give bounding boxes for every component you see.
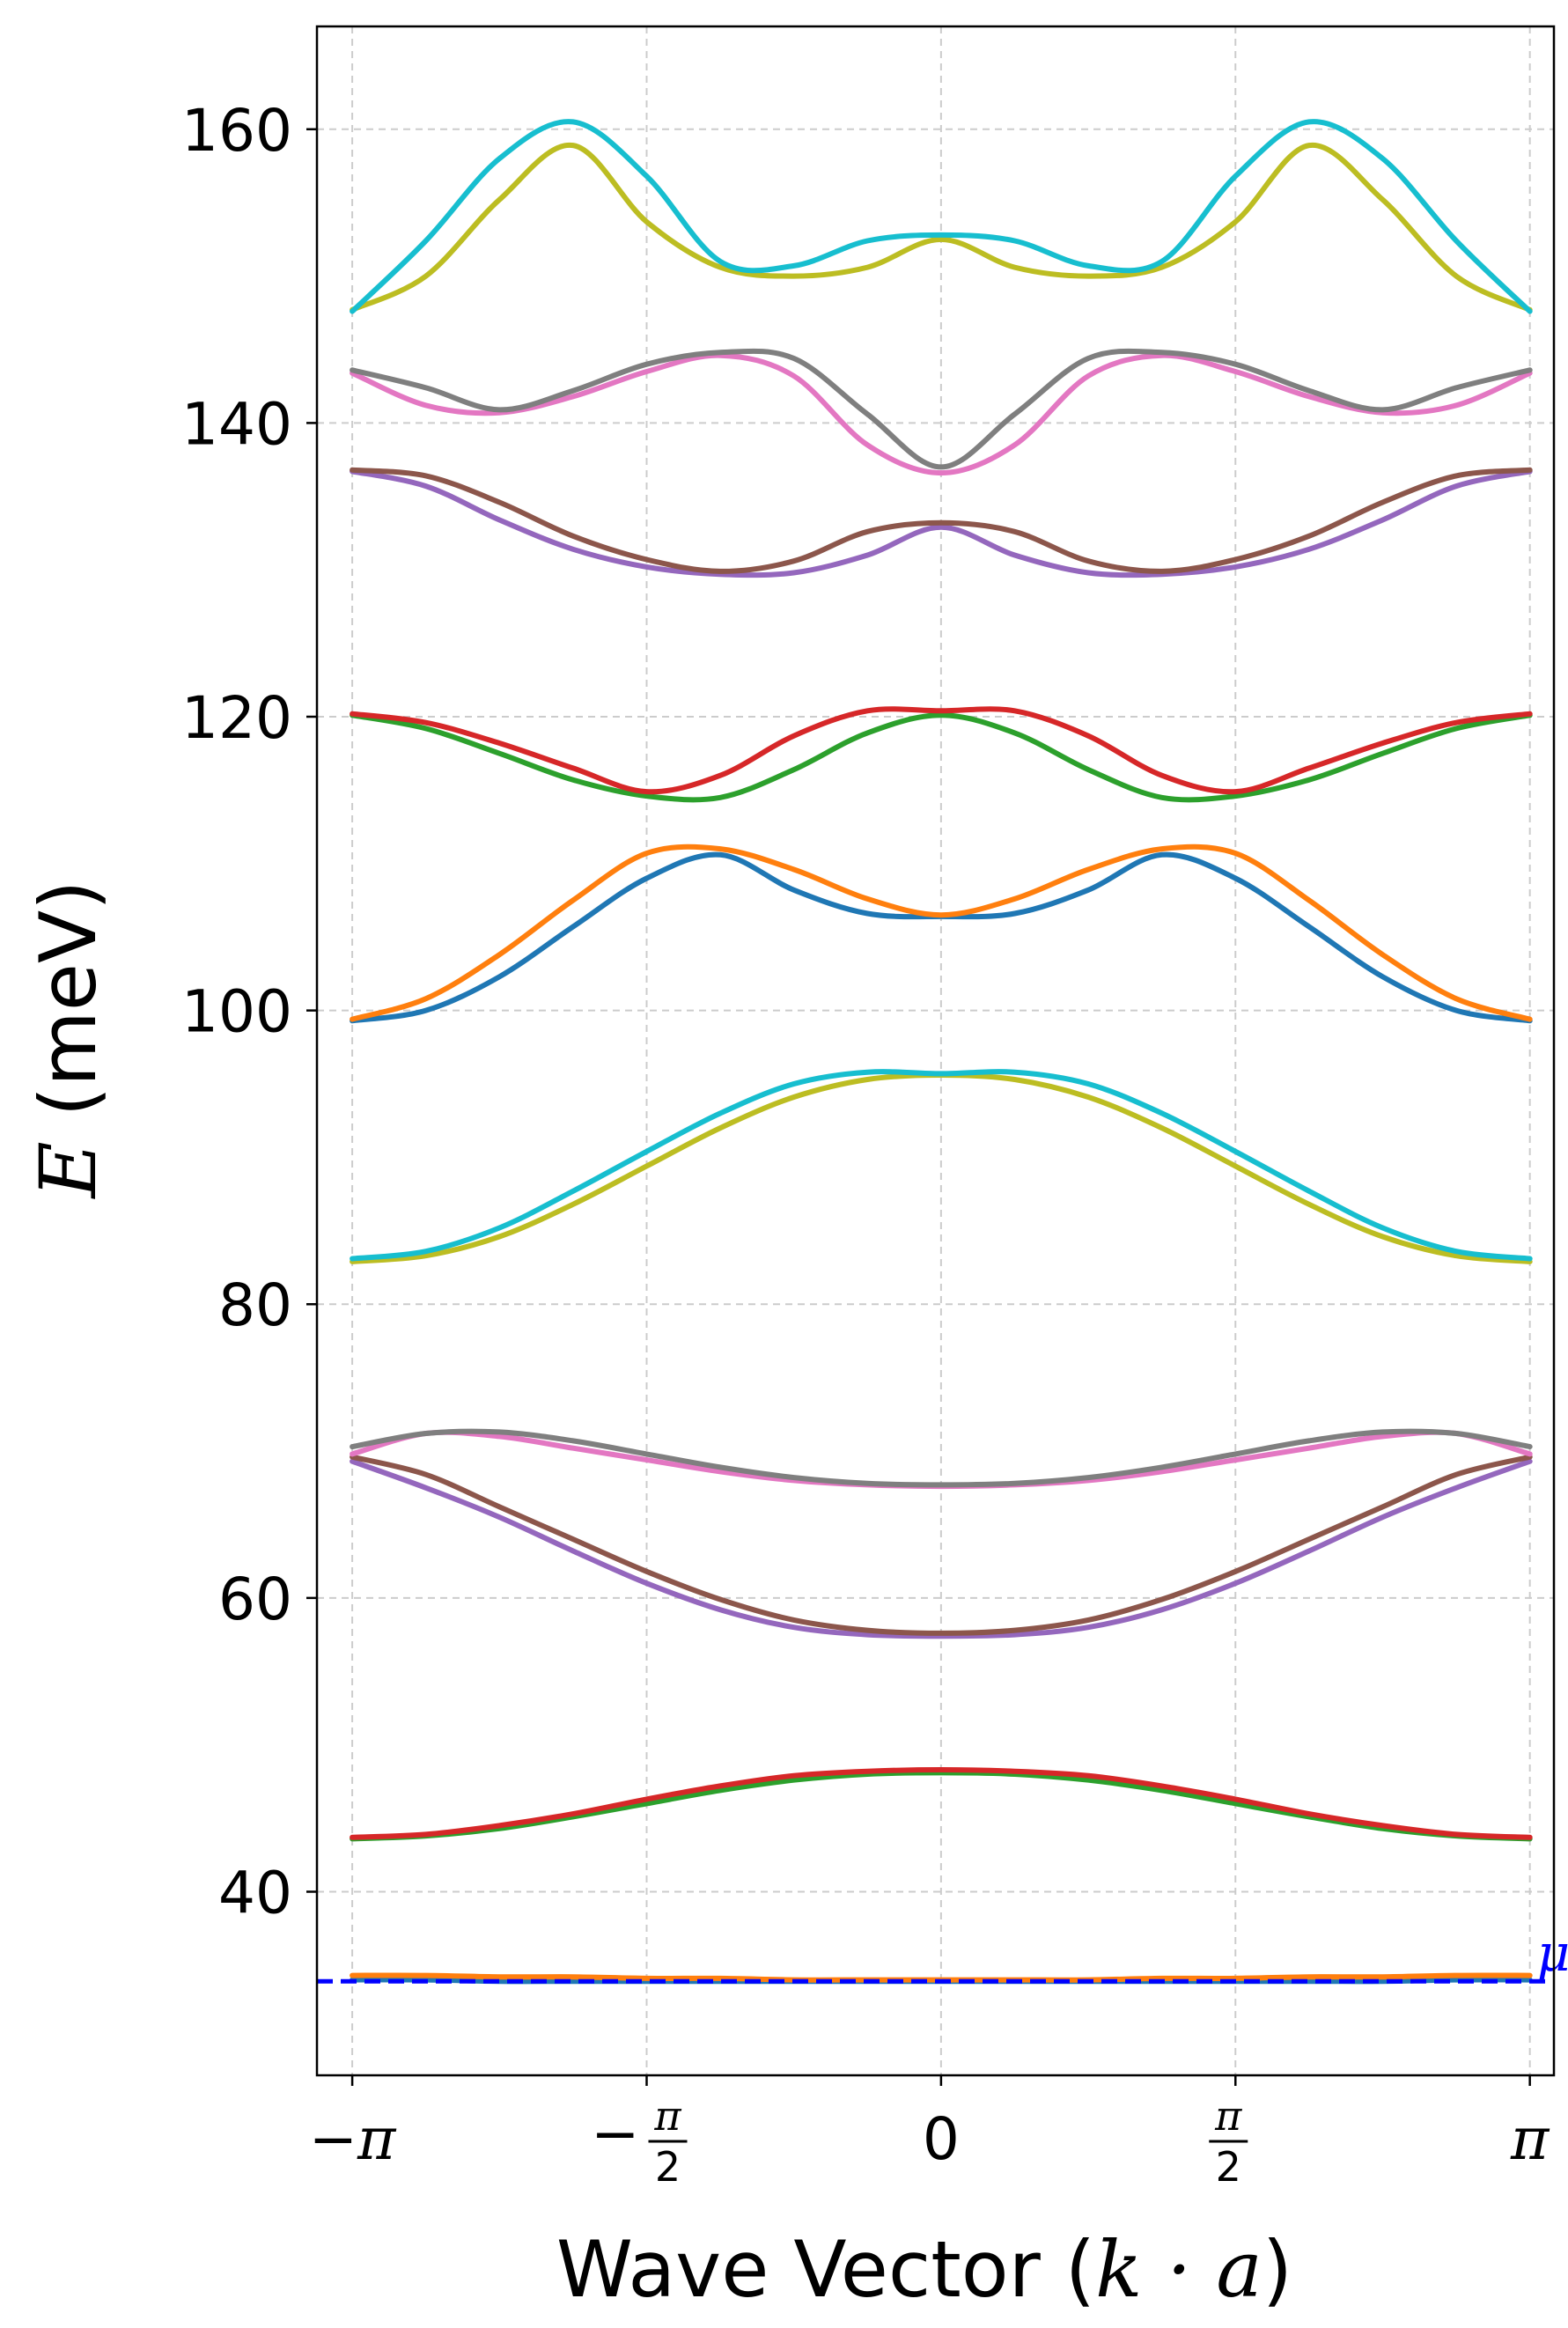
x-tick-label: π (1510, 2105, 1550, 2173)
band-series-line (350, 1428, 1533, 1488)
x-tick-denominator: 2 (1216, 2143, 1241, 2191)
band-series-line (350, 1458, 1533, 1639)
x-tick-numerator: π (1214, 2092, 1242, 2140)
x-axis-label-close: ) (1262, 2224, 1292, 2315)
y-tick-label: 100 (181, 978, 292, 1046)
y-axis-label-unit: (meV) (23, 880, 114, 1142)
band-series-line (350, 1069, 1533, 1262)
x-tick-label: 0 (923, 2105, 960, 2173)
x-axis-label-text: Wave Vector ( (556, 2224, 1095, 2315)
x-tick-text: 0 (923, 2105, 960, 2173)
grid-lines (317, 26, 1554, 2075)
x-tick-label: π2 (1209, 2092, 1248, 2191)
y-axis-label: E (meV) (23, 880, 114, 1200)
y-tick-label: 80 (218, 1271, 292, 1339)
x-tick-label: −π (309, 2105, 397, 2173)
band-series-line (350, 348, 1533, 470)
y-tick-label: 140 (181, 390, 292, 458)
band-series-line (350, 468, 1533, 578)
chemical-potential-label: μ (1537, 1923, 1568, 1983)
y-tick-label: 40 (218, 1859, 292, 1926)
band-series-line (350, 143, 1533, 313)
x-axis-label-variable: k · a (1095, 2224, 1262, 2315)
band-series-line (350, 352, 1533, 476)
x-tick-label: − π2 (591, 2092, 688, 2191)
band-series (350, 119, 1533, 1985)
band-series-line (350, 712, 1533, 803)
y-axis-ticks: 40 60 80 100 120 140 160 (181, 97, 317, 1926)
x-tick-text: π (1510, 2105, 1550, 2173)
band-series-line (350, 1454, 1533, 1636)
x-axis-label: Wave Vector (k · a) (556, 2224, 1292, 2315)
band-series-line (350, 1770, 1533, 1842)
x-tick-numerator: π (653, 2092, 681, 2140)
plot-frame (315, 25, 1556, 2077)
y-tick-label: 60 (218, 1566, 292, 1633)
band-series-line (350, 1767, 1533, 1840)
band-series-line (350, 467, 1533, 574)
x-tick-text: −π (309, 2105, 397, 2173)
band-series-line (350, 844, 1533, 1022)
x-axis-ticks: −π − π2 0 π2 π (309, 2075, 1550, 2191)
x-tick-minus: − (591, 2100, 639, 2168)
x-tick-denominator: 2 (655, 2143, 681, 2191)
band-series-line (350, 119, 1533, 314)
y-axis-label-variable: E (23, 1141, 114, 1199)
band-series-line (350, 706, 1533, 795)
y-tick-label: 120 (181, 684, 292, 752)
y-tick-label: 160 (181, 97, 292, 165)
